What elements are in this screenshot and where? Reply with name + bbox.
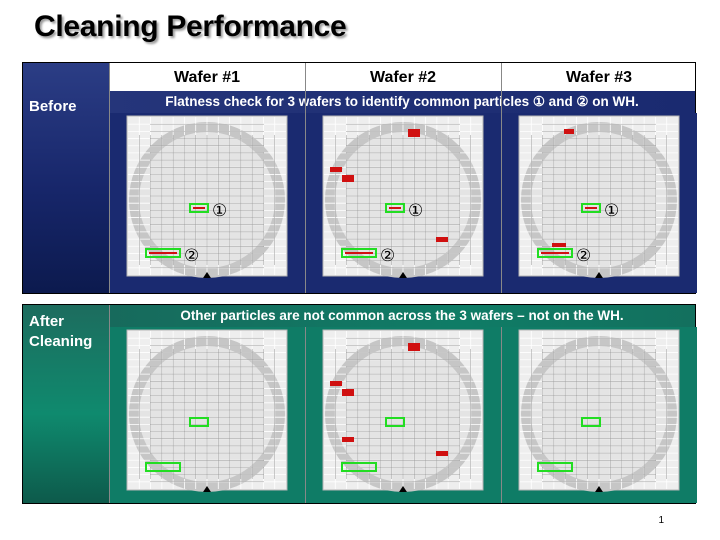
after-note: Other particles are not common across th…: [180, 308, 624, 323]
before-note-band: Flatness check for 3 wafers to identify …: [109, 91, 695, 113]
common-particle-box: [385, 203, 405, 213]
common-particle-box: [341, 462, 377, 472]
particle-mark: [193, 207, 205, 209]
common-particle-box: [581, 203, 601, 213]
particle-mark: [330, 381, 342, 386]
column-divider: [305, 327, 306, 503]
particle-mark: [541, 252, 569, 254]
particle-number-label: ①: [408, 201, 423, 221]
wafer-map-2-before: ①②: [322, 115, 484, 278]
particle-mark: [436, 237, 448, 242]
column-header-wafer-1: Wafer #1: [173, 69, 241, 86]
after-label-line-1: After: [29, 313, 65, 330]
particle-mark: [345, 252, 373, 254]
particle-mark: [408, 343, 420, 351]
after-label-line-2: Cleaning: [29, 333, 93, 350]
column-divider: [109, 63, 110, 293]
page-number: 1: [658, 515, 664, 526]
column-header-wafer-3: Wafer #3: [565, 69, 633, 86]
wafer-map-2-after: [322, 329, 484, 492]
slide-title: Cleaning Performance: [34, 10, 347, 43]
particle-number-label: ②: [184, 246, 199, 266]
column-divider: [501, 327, 502, 503]
before-note: Flatness check for 3 wafers to identify …: [165, 94, 639, 109]
wafer-map-3-after: [518, 329, 680, 492]
particle-number-label: ①: [212, 201, 227, 221]
particle-mark: [552, 243, 566, 247]
common-particle-box: [537, 248, 573, 258]
common-particle-box: [581, 417, 601, 427]
common-particle-box: [537, 462, 573, 472]
particle-number-label: ②: [380, 246, 395, 266]
before-panel: Before Wafer #1 Wafer #2 Wafer #3 Flatne…: [22, 62, 697, 294]
particle-mark: [330, 167, 342, 172]
common-particle-box: [341, 248, 377, 258]
particle-number-label: ②: [576, 246, 591, 266]
column-divider: [501, 63, 502, 293]
after-note-band: Other particles are not common across th…: [109, 305, 695, 327]
before-side-bar: [23, 63, 109, 293]
common-particle-box: [189, 203, 209, 213]
particle-mark: [342, 389, 354, 396]
particle-mark: [149, 252, 177, 254]
column-divider: [109, 305, 110, 503]
particle-mark: [564, 129, 574, 134]
common-particle-box: [145, 248, 181, 258]
common-particle-box: [385, 417, 405, 427]
particle-number-label: ①: [604, 201, 619, 221]
particle-mark: [389, 207, 401, 209]
before-label: Before: [29, 98, 77, 115]
wafer-map-3-before: ①②: [518, 115, 680, 278]
particle-mark: [342, 175, 354, 182]
particle-mark: [436, 451, 448, 456]
wafer-header-row: Wafer #1 Wafer #2 Wafer #3: [109, 63, 695, 91]
particle-mark: [408, 129, 420, 137]
after-side-bar: [23, 305, 109, 503]
after-label: After Cleaning: [29, 312, 92, 352]
wafer-map-1-after: [126, 329, 288, 492]
common-particle-box: [189, 417, 209, 427]
particle-mark: [585, 207, 597, 209]
particle-mark: [342, 437, 354, 442]
column-header-wafer-2: Wafer #2: [369, 69, 437, 86]
wafer-map-1-before: ①②: [126, 115, 288, 278]
common-particle-box: [145, 462, 181, 472]
column-divider: [305, 63, 306, 293]
after-panel: After Cleaning Other particles are not c…: [22, 304, 697, 504]
